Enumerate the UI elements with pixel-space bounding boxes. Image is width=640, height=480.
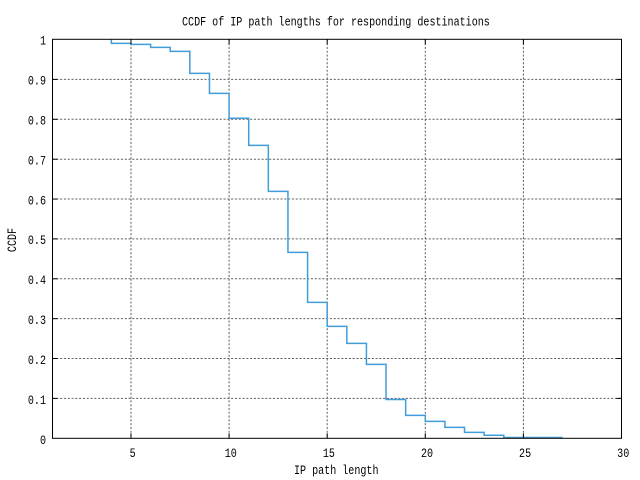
- svg-text:15: 15: [323, 447, 335, 462]
- svg-text:5: 5: [130, 447, 136, 462]
- svg-text:0.2: 0.2: [28, 354, 46, 369]
- svg-text:CCDF of IP path lengths for re: CCDF of IP path lengths for responding d…: [182, 15, 490, 30]
- svg-text:30: 30: [617, 447, 629, 462]
- svg-text:0.7: 0.7: [28, 154, 46, 169]
- svg-text:0.9: 0.9: [28, 74, 46, 89]
- svg-text:10: 10: [225, 447, 237, 462]
- svg-text:0.8: 0.8: [28, 114, 46, 129]
- svg-text:0.6: 0.6: [28, 194, 46, 209]
- svg-text:IP path length: IP path length: [294, 464, 379, 479]
- svg-text:0.1: 0.1: [28, 394, 46, 409]
- svg-text:0.4: 0.4: [28, 274, 46, 289]
- svg-text:0.3: 0.3: [28, 314, 46, 329]
- svg-text:0: 0: [40, 434, 46, 449]
- svg-text:1: 1: [40, 35, 46, 50]
- svg-text:20: 20: [421, 447, 433, 462]
- svg-text:CCDF: CCDF: [6, 228, 21, 252]
- svg-text:0.5: 0.5: [28, 234, 46, 249]
- svg-text:25: 25: [519, 447, 531, 462]
